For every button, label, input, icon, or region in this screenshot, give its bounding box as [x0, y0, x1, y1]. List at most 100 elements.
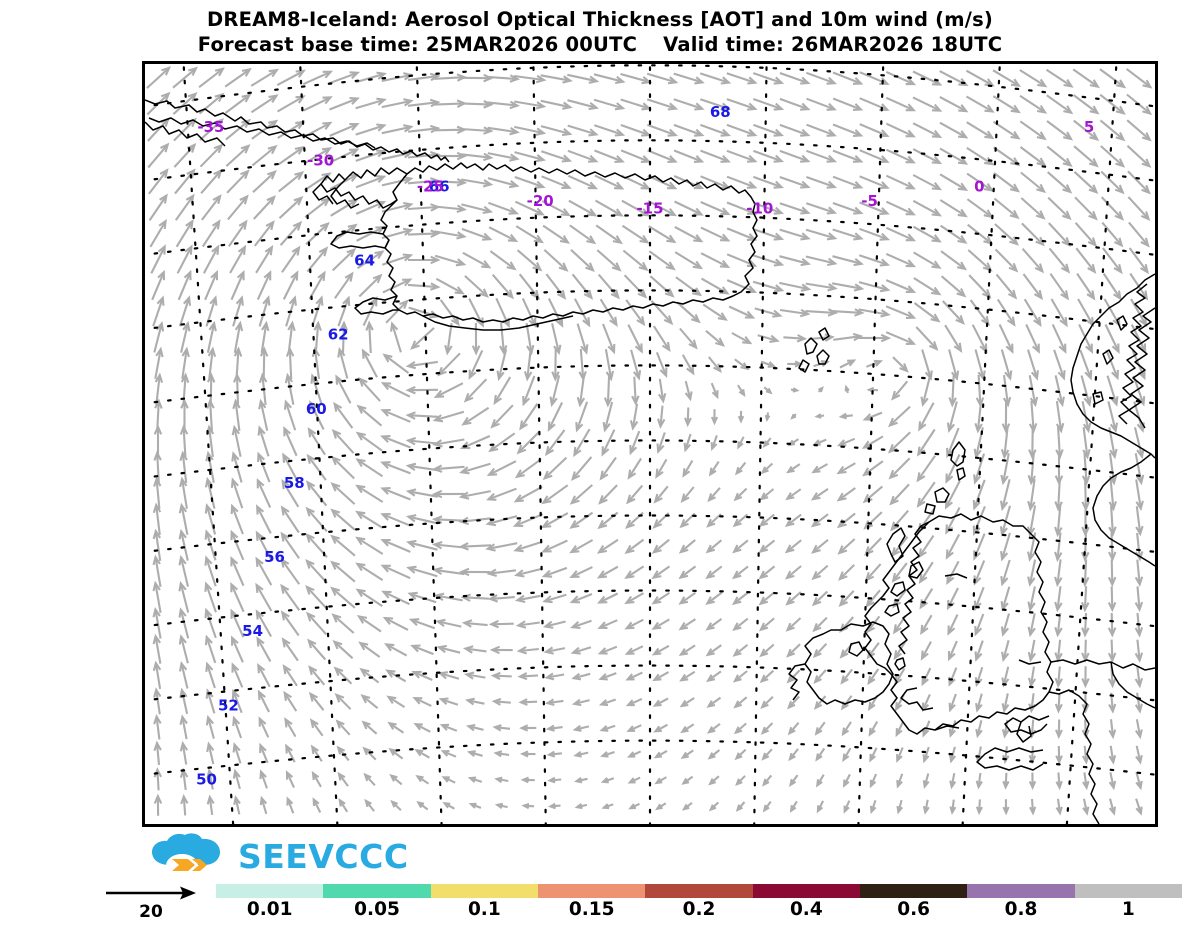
aot-colorbar[interactable]: [216, 884, 1182, 898]
wind-arrow: [460, 73, 494, 83]
wind-arrow: [467, 776, 483, 783]
wind-arrow: [179, 476, 188, 509]
wind-arrow: [753, 149, 785, 163]
wind-arrow: [1028, 772, 1037, 790]
wind-arrow: [406, 539, 438, 551]
wind-arrow: [1108, 745, 1117, 765]
wind-arrow: [836, 512, 856, 529]
wind-arrow: [833, 332, 864, 342]
wind-arrow: [462, 645, 487, 654]
wind-arrow: [488, 619, 514, 629]
colorbar-segment-3[interactable]: [537, 884, 646, 898]
wind-arrow: [1027, 639, 1037, 663]
wind-arrow: [1134, 692, 1143, 714]
wind-arrow: [407, 203, 441, 212]
wind-arrow: [758, 539, 776, 554]
wind-arrow: [1019, 120, 1047, 141]
seevccc-logo[interactable]: SEEVCCC: [142, 833, 472, 877]
wind-arrow: [759, 643, 775, 658]
wind-arrow: [496, 349, 508, 382]
wind-arrow: [734, 461, 747, 476]
wind-arrow: [1055, 719, 1063, 740]
wind-arrow: [231, 688, 243, 714]
wind-arrow: [278, 196, 304, 219]
wind-arrow: [493, 376, 512, 406]
wind-arrow: [570, 646, 592, 655]
wind-arrow: [356, 250, 385, 270]
colorbar-segment-6[interactable]: [859, 884, 968, 898]
wind-arrow: [433, 592, 463, 602]
wind-arrow: [488, 432, 516, 453]
longitude-label-0: 0: [974, 177, 984, 195]
wind-arrow: [201, 219, 221, 248]
parallel-60: [145, 364, 1155, 405]
wind-arrow: [260, 320, 270, 353]
colorbar-segment-2[interactable]: [430, 884, 538, 898]
wind-arrow: [649, 275, 675, 298]
wind-arrow: [783, 334, 808, 343]
wind-arrow: [408, 618, 436, 630]
wind-arrow: [231, 451, 243, 483]
wind-arrow: [356, 615, 382, 633]
wind-arrow: [885, 252, 917, 268]
coastline-norway-islands-2: [1102, 349, 1114, 365]
wind-arrow: [231, 662, 244, 688]
wind-arrow: [492, 724, 511, 732]
wind-arrow: [627, 457, 642, 480]
wind-arrow: [737, 436, 745, 450]
wind-arrow: [1104, 324, 1120, 354]
colorbar-segment-0[interactable]: [216, 884, 324, 898]
wind-arrow: [1054, 692, 1063, 714]
wind-arrow: [150, 244, 166, 274]
wind-arrow: [576, 323, 589, 355]
wind-arrow: [176, 244, 193, 274]
wind-arrow: [437, 352, 461, 377]
wind-arrow: [888, 457, 911, 480]
latitude-label-56: 56: [264, 548, 285, 566]
wind-arrow: [330, 586, 356, 609]
colorbar-segment-8[interactable]: [1074, 884, 1182, 898]
map-plot-panel[interactable]: 68 66 64 62 60 58 56 54 52 50 -35 -30 -25 -20 -15 -10-…: [142, 61, 1158, 827]
wind-arrow: [939, 147, 969, 165]
wind-arrow: [922, 746, 930, 764]
colorbar-segment-7[interactable]: [967, 884, 1075, 898]
wind-arrow: [762, 774, 773, 787]
colorbar-segment-1[interactable]: [323, 884, 431, 898]
wind-arrow: [598, 672, 617, 681]
wind-arrow: [1027, 666, 1037, 688]
wind-arrow: [700, 149, 731, 163]
wind-arrow: [710, 435, 718, 451]
wind-arrow: [684, 407, 692, 428]
wind-arrow: [551, 348, 560, 382]
wind-arrow: [312, 797, 322, 813]
wind-arrow: [648, 250, 676, 271]
wind-arrow: [912, 199, 942, 217]
wind-arrow: [259, 795, 268, 815]
wind-arrow: [199, 118, 225, 141]
wind-arrow: [838, 412, 853, 420]
wind-arrow: [232, 742, 242, 764]
wind-arrow: [499, 323, 508, 356]
wind-arrow: [198, 67, 225, 89]
colorbar-segment-5[interactable]: [752, 884, 860, 898]
wind-arrow: [355, 536, 384, 555]
wind-arrow: [734, 748, 747, 761]
wind-arrow: [355, 484, 384, 503]
wind-arrow: [993, 197, 1020, 220]
wind-arrow: [839, 359, 857, 369]
wind-arrow: [434, 99, 468, 108]
wind-arrow: [1074, 196, 1098, 221]
wind-arrow: [390, 321, 402, 353]
wind-arrow: [806, 71, 838, 85]
wind-arrow: [434, 204, 467, 213]
colorbar-segment-4[interactable]: [645, 884, 753, 898]
wind-arrow: [631, 376, 640, 406]
wind-arrow: [439, 723, 458, 732]
wind-arrow: [885, 70, 917, 86]
wind-arrow: [329, 71, 361, 85]
wind-arrow: [836, 462, 856, 475]
wind-arrow: [732, 670, 748, 683]
wind-arrow: [885, 331, 917, 346]
wind-arrow: [1081, 745, 1090, 765]
